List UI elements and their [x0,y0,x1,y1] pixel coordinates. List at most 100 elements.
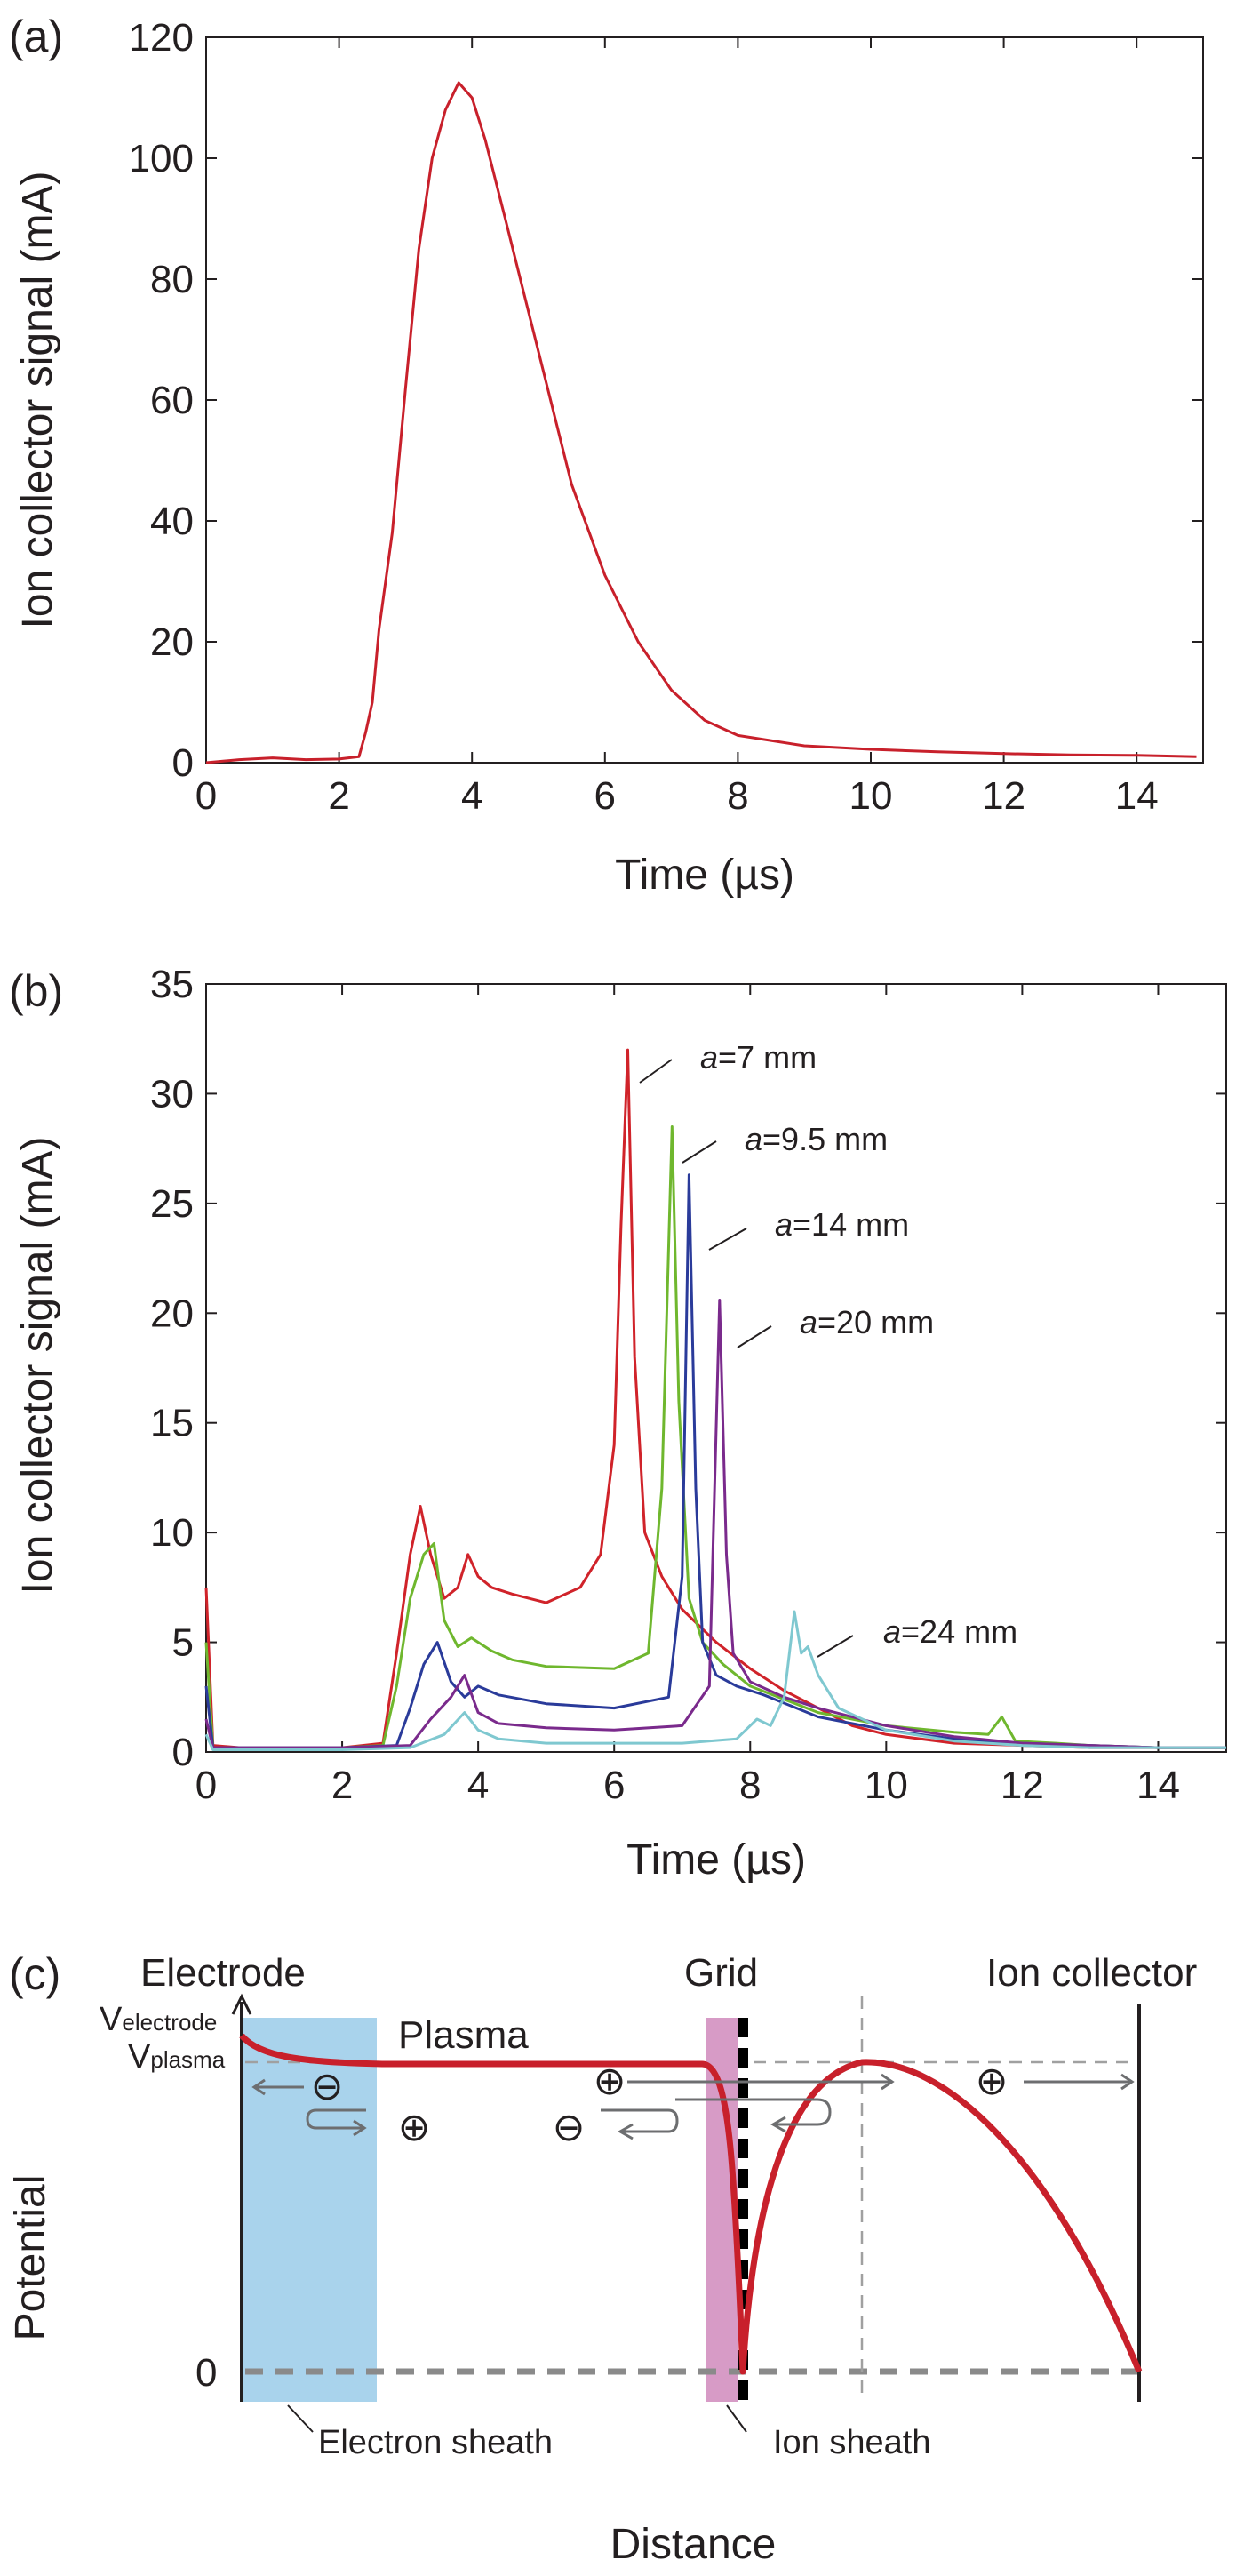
annotation-20mm: a=20 mm [800,1304,934,1340]
panel-b-y-tick-label: 30 [150,1072,194,1116]
panel-b-x-tick-label: 8 [739,1764,761,1807]
panel-a: (a) 0 20 40 60 80 100 120 0 2 4 6 8 10 12 14 Time (µs… [9,12,1204,899]
ion-reflect-arrow [306,2108,366,2130]
panel-b-y-tick-label: 0 [172,1731,194,1774]
panel-a-plot-frame [205,36,1204,764]
ion-symbol-collector: ⊕ [976,2060,1009,2103]
panel-b-series-group [204,1048,1226,1751]
panel-a-y-ticks: 0 20 40 60 80 100 120 [129,16,1203,785]
v-electrode-label: Velectrode [100,2001,217,2038]
ion-sheath-label: Ion sheath [773,2424,930,2461]
panel-b-x-tick-label: 6 [603,1764,625,1807]
annotation-leader-9-5mm [682,1140,717,1164]
panel-a-series-line-0 [205,81,1197,764]
ion-collector-label: Ion collector [986,1951,1197,1995]
panel-a-series-group [205,81,1197,764]
v-plasma-label: Vplasma [128,2038,226,2076]
plasma-label: Plasma [398,2013,529,2057]
panel-b-y-tick-label: 25 [150,1182,194,1226]
annotation-9-5mm-prefix: a [745,1121,762,1157]
ion-return-arrow [675,2098,832,2126]
panel-a-y-tick-label: 40 [150,500,194,543]
panel-a-label: (a) [9,12,63,61]
panel-b-y-tick-label: 20 [150,1292,194,1335]
distance-axis-label: Distance [610,2521,777,2568]
panel-c: (c) [7,1949,1197,2568]
electron-reflect-arrowhead [617,2123,634,2140]
panel-b-annotations [639,1059,854,1658]
panel-b-series-line-0 [204,1048,1226,1749]
annotation-7mm-prefix: a [700,1039,718,1076]
annotation-leader-14mm [708,1228,747,1251]
panel-a-x-tick-label: 8 [727,774,748,818]
panel-b-series-line-1 [204,1125,1226,1749]
ion-reflect-arrowhead [353,2119,367,2137]
v-electrode-main: V [100,2001,123,2038]
ion-return-arrowhead [770,2116,786,2133]
panel-b-x-axis-label: Time (µs) [626,1836,806,1884]
panel-a-y-tick-label: 80 [150,258,194,301]
panel-b-y-axis-label: Ion collector signal (mA) [14,1137,61,1595]
panel-b-series-line-3 [204,1299,1226,1749]
ion-symbol-left: ⊕ [398,2106,431,2149]
panel-a-x-tick-label: 2 [328,774,349,818]
panel-c-label: (c) [9,1949,60,1999]
ion-through-grid-arrowhead [881,2073,895,2091]
electron-symbol-left: ⊖ [311,2065,344,2108]
annotation-14mm-text: =14 mm [793,1206,909,1243]
annotation-9-5mm: a=9.5 mm [745,1121,888,1157]
annotation-leader-20mm [737,1325,772,1348]
potential-axis-label: Potential [7,2175,54,2341]
electrode-label: Electrode [140,1951,306,1995]
panel-b-x-tick-label: 0 [195,1764,217,1807]
flux-arrows [251,2073,1135,2140]
panel-b-plot-frame [205,983,1227,1753]
electrode-axis-arrowhead [231,1993,252,2015]
grid-label: Grid [684,1951,758,1995]
panel-b-series-line-4 [204,1610,1226,1751]
panel-b-x-tick-label: 12 [1001,1764,1044,1807]
annotation-14mm-prefix: a [775,1206,793,1243]
panel-b-y-tick-label: 15 [150,1402,194,1445]
panel-b-x-tick-label: 2 [331,1764,353,1807]
panel-a-y-tick-label: 0 [172,741,194,785]
annotation-leader-24mm [817,1635,854,1658]
electron-reflect-arrow [601,2108,679,2133]
annotation-leader-7mm [639,1059,673,1084]
annotation-24mm-text: =24 mm [901,1613,1017,1650]
electron-escape-arrowhead [251,2078,266,2096]
panel-a-x-ticks: 0 2 4 6 8 10 12 14 [195,37,1159,818]
ion-symbol-grid: ⊕ [594,2060,626,2103]
annotation-24mm-prefix: a [883,1613,901,1650]
panel-b-y-tick-label: 5 [172,1621,194,1665]
electron-sheath-label: Electron sheath [318,2424,553,2461]
v-plasma-main: V [128,2038,151,2076]
panel-a-y-tick-label: 100 [129,137,194,180]
panel-a-y-axis-label: Ion collector signal (mA) [14,172,61,629]
electron-symbol-grid: ⊖ [553,2106,586,2149]
ion-sheath-leader [726,2404,747,2433]
panel-b-y-ticks: 0 5 10 15 20 25 30 35 [150,963,1226,1774]
panel-a-x-tick-label: 10 [849,774,893,818]
potential-curve [239,2033,1143,2375]
panel-b-x-tick-label: 14 [1136,1764,1180,1807]
panel-b-x-tick-label: 4 [467,1764,489,1807]
v-plasma-sub: plasma [150,2046,225,2073]
panel-b-label: (b) [9,966,63,1016]
panel-a-y-tick-label: 60 [150,379,194,422]
electron-sheath-leader [287,2404,314,2433]
annotation-20mm-prefix: a [800,1304,817,1340]
annotation-24mm: a=24 mm [883,1613,1017,1650]
electron-sheath-region [242,2018,377,2402]
panel-b-x-ticks: 0 2 4 6 8 10 12 14 [195,984,1180,1807]
panel-b-x-tick-label: 10 [865,1764,908,1807]
panel-a-y-tick-label: 20 [150,620,194,664]
v-electrode-sub: electrode [122,2009,217,2036]
annotation-9-5mm-text: =9.5 mm [762,1121,888,1157]
zero-potential-label: 0 [195,2351,217,2395]
panel-a-x-tick-label: 6 [594,774,616,818]
panel-a-y-tick-label: 120 [129,16,194,60]
ion-to-collector-arrowhead [1120,2073,1135,2091]
